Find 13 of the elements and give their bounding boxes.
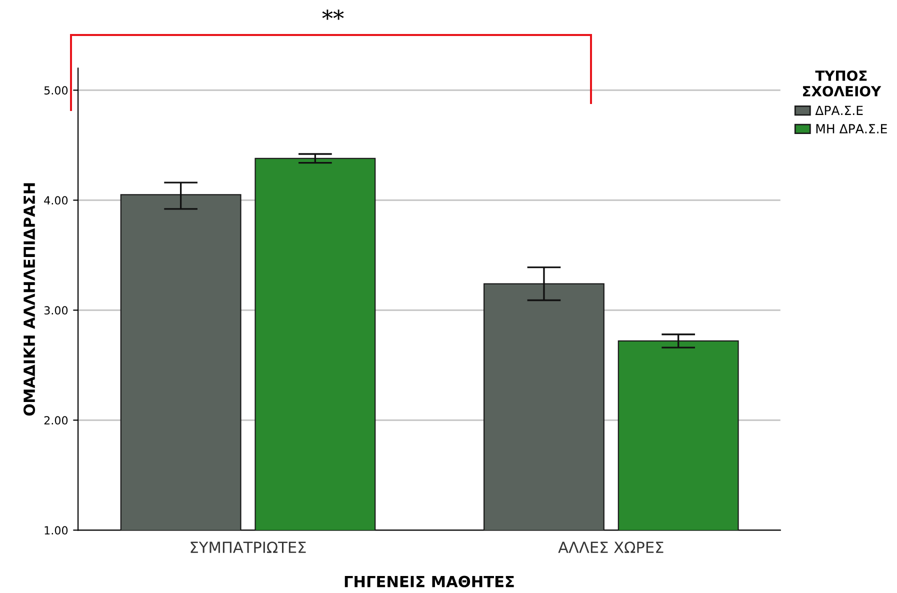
y-tick-label: 1.00 bbox=[44, 526, 68, 535]
legend-label: ΔΡΑ.Σ.Ε bbox=[815, 106, 863, 115]
y-tick-label: 3.00 bbox=[44, 306, 68, 315]
y-axis-title: ΟΜΑΔΙΚΗ ΑΛΛΗΛΕΠΙΔΡΑΣΗ bbox=[24, 183, 36, 416]
x-tick-label: ΣΥΜΠΑΤΡΙΩΤΕΣ bbox=[190, 542, 306, 553]
y-tick-label: 2.00 bbox=[44, 416, 68, 425]
x-axis-title: ΓΗΓΕΝΕΙΣ ΜΑΘΗΤΕΣ bbox=[344, 576, 514, 588]
y-tick-label: 5.00 bbox=[44, 86, 68, 95]
legend-title: ΤΥΠΟΣ ΣΧΟΛΕΙΟΥ bbox=[803, 70, 882, 97]
x-tick-label: ΑΛΛΕΣ ΧΩΡΕΣ bbox=[558, 542, 664, 553]
y-tick-label: 4.00 bbox=[44, 196, 68, 205]
legend-label: ΜΗ ΔΡΑ.Σ.Ε bbox=[816, 124, 887, 134]
text: ** bbox=[322, 10, 344, 20]
